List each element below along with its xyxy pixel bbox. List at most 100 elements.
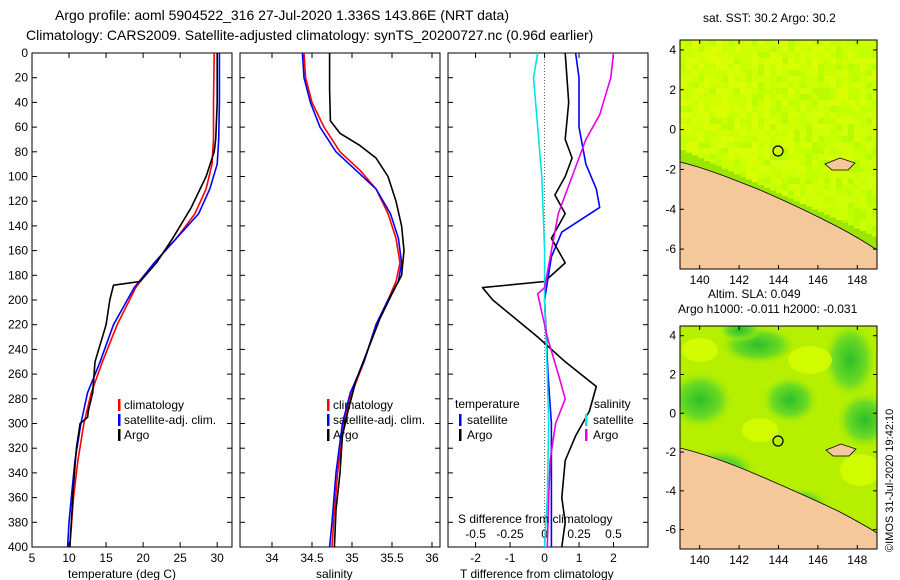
sst-pixel — [812, 172, 818, 178]
map-y-tick-label: -2 — [665, 162, 676, 176]
sst-pixel — [788, 88, 794, 94]
sst-pixel — [836, 220, 842, 227]
sst-pixel — [848, 202, 854, 208]
sst-pixel — [770, 130, 776, 136]
sst-pixel — [842, 76, 848, 82]
y-tick-label: 100 — [8, 170, 28, 184]
sst-pixel — [866, 160, 872, 166]
sst-pixel — [752, 142, 758, 148]
sst-pixel — [830, 178, 836, 184]
sst-pixel — [776, 148, 782, 154]
sst-pixel — [872, 100, 877, 106]
sst-pixel — [794, 82, 800, 88]
sst-pixel — [842, 190, 848, 196]
sst-pixel — [764, 76, 770, 82]
sst-pixel — [794, 112, 800, 118]
sst-pixel — [806, 136, 812, 142]
sst-pixel — [824, 196, 830, 202]
sst-pixel — [680, 58, 686, 64]
sst-pixel — [854, 148, 860, 154]
x-tick-label: -1 — [505, 551, 516, 565]
x-tick-label: 35.5 — [380, 551, 404, 565]
sst-pixel — [860, 202, 866, 208]
sst-pixel — [824, 118, 830, 124]
sst-pixel — [710, 160, 716, 166]
sst-pixel — [860, 52, 866, 58]
sst-pixel — [686, 40, 692, 46]
sst-pixel — [782, 124, 788, 130]
sst-pixel — [824, 88, 830, 94]
sst-pixel — [812, 148, 818, 154]
sst-pixel — [818, 88, 824, 94]
sst-pixel — [716, 88, 722, 94]
sst-pixel — [854, 82, 860, 88]
sst-pixel — [728, 148, 734, 154]
sst-pixel — [770, 88, 776, 94]
sst-pixel — [728, 88, 734, 94]
sst-pixel — [704, 124, 710, 130]
sst-pixel — [830, 46, 836, 52]
legend-label-argo: Argo — [333, 428, 359, 442]
sst-pixel — [818, 46, 824, 52]
temperature-x-label: temperature (deg C) — [68, 567, 176, 580]
series-line-t-satellite — [543, 52, 601, 547]
sst-pixel — [722, 70, 728, 76]
sst-pixel — [866, 190, 872, 196]
sst-pixel — [848, 94, 854, 100]
sst-pixel — [818, 76, 824, 82]
sst-pixel — [716, 124, 722, 130]
sst-pixel — [842, 136, 848, 142]
sst-pixel — [854, 178, 860, 184]
sst-pixel — [860, 40, 866, 46]
sst-pixel — [806, 190, 812, 196]
sst-pixel — [866, 94, 872, 100]
sst-pixel — [848, 214, 854, 220]
sst-pixel — [842, 94, 848, 100]
sst-pixel — [776, 64, 782, 70]
sst-pixel — [794, 94, 800, 100]
sst-pixel — [812, 130, 818, 136]
sst-pixel — [866, 226, 872, 232]
sst-pixel — [872, 202, 877, 208]
sst-pixel — [824, 112, 830, 118]
sst-pixel — [782, 106, 788, 112]
sst-pixel — [860, 100, 866, 106]
sst-pixel — [776, 178, 782, 184]
sst-pixel — [806, 166, 812, 172]
sst-pixel — [800, 148, 806, 154]
sst-pixel — [710, 124, 716, 130]
sst-pixel — [842, 202, 848, 208]
map-y-tick-label: 4 — [669, 43, 676, 57]
difference-x-label: T difference from climatology — [460, 567, 614, 580]
sst-pixel — [854, 88, 860, 94]
series-line-s-satellite — [532, 52, 550, 548]
sst-pixel — [818, 118, 824, 124]
sst-pixel — [698, 124, 704, 130]
y-tick-label: 340 — [8, 466, 28, 480]
sst-pixel — [746, 112, 752, 118]
sst-pixel — [698, 118, 704, 124]
sst-pixel — [842, 196, 848, 202]
x-tick-label: 1 — [576, 551, 583, 565]
y-tick-label: 360 — [8, 491, 28, 505]
sst-pixel — [836, 82, 842, 88]
sst-pixel — [872, 136, 877, 142]
sst-pixel — [836, 172, 842, 178]
sst-pixel — [734, 160, 740, 166]
y-tick-label: 380 — [8, 515, 28, 529]
sst-pixel — [752, 70, 758, 76]
sst-pixel — [746, 76, 752, 82]
sst-pixel — [740, 142, 746, 148]
sst-pixel — [728, 106, 734, 112]
sst-pixel — [764, 178, 770, 184]
y-tick-label: 300 — [8, 417, 28, 431]
sst-pixel — [866, 124, 872, 130]
sst-pixel — [860, 178, 866, 184]
sst-pixel — [716, 40, 722, 46]
sst-pixel — [710, 142, 716, 148]
sst-pixel — [716, 136, 722, 142]
sst-pixel — [722, 124, 728, 130]
sst-pixel — [734, 118, 740, 124]
sst-pixel — [782, 148, 788, 154]
sst-pixel — [680, 130, 686, 136]
